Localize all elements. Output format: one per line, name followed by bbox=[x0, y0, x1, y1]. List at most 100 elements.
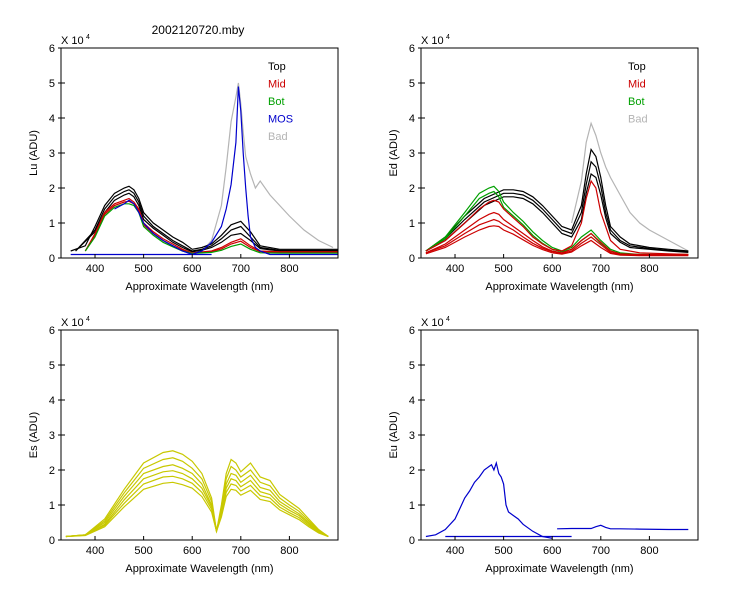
y-tick-label: 1 bbox=[409, 500, 415, 512]
plot-frame bbox=[60, 329, 339, 541]
y-tick-label: 1 bbox=[49, 500, 55, 512]
x-tick-label: 600 bbox=[183, 263, 201, 275]
y-tick-label: 2 bbox=[409, 183, 415, 195]
y-multiplier: X 10 bbox=[421, 35, 444, 47]
legend-entry-mos: MOS bbox=[268, 114, 293, 126]
series-line-bot-4 bbox=[425, 185, 689, 256]
y-tick-label: 0 bbox=[409, 253, 415, 265]
legend-entry-bad: Bad bbox=[628, 114, 648, 126]
y-exponent: 4 bbox=[86, 34, 90, 41]
plot-frame bbox=[420, 47, 699, 259]
series-line-mid-6 bbox=[425, 179, 689, 256]
y-tick-label: 2 bbox=[49, 183, 55, 195]
figure-title: 2002120720.mby bbox=[152, 23, 245, 37]
y-axis-label: Es (ADU) bbox=[28, 412, 40, 458]
series-group bbox=[65, 450, 329, 538]
series-line-top-3 bbox=[425, 172, 689, 253]
x-tick-label: 700 bbox=[592, 545, 610, 557]
series-line-es-0 bbox=[65, 450, 329, 538]
series-line-es-1 bbox=[65, 457, 329, 538]
y-tick-label: 4 bbox=[49, 395, 55, 407]
x-axis-label: Approximate Wavelength (nm) bbox=[485, 281, 633, 293]
y-exponent: 4 bbox=[446, 34, 450, 41]
y-tick-label: 2 bbox=[49, 465, 55, 477]
x-tick-label: 800 bbox=[640, 263, 658, 275]
series-line-bad-0 bbox=[571, 121, 689, 252]
series-line-top-2 bbox=[75, 189, 338, 252]
y-tick-label: 0 bbox=[49, 253, 55, 265]
x-tick-label: 400 bbox=[446, 545, 464, 557]
plot-frame bbox=[420, 329, 699, 541]
y-tick-label: 1 bbox=[49, 218, 55, 230]
y-tick-label: 5 bbox=[49, 78, 55, 90]
y-tick-label: 4 bbox=[49, 113, 55, 125]
x-tick-label: 800 bbox=[280, 263, 298, 275]
y-tick-label: 5 bbox=[409, 360, 415, 372]
x-tick-label: 400 bbox=[86, 545, 104, 557]
series-line-mid-4 bbox=[84, 197, 338, 254]
x-tick-label: 600 bbox=[543, 545, 561, 557]
y-tick-label: 6 bbox=[49, 43, 55, 55]
legend-entry-bad: Bad bbox=[268, 131, 288, 143]
series-line-mid-8 bbox=[425, 218, 689, 256]
series-line-es-4 bbox=[65, 475, 329, 538]
legend-entry-bot: Bot bbox=[268, 96, 285, 108]
series-line-top-1 bbox=[425, 147, 689, 252]
x-tick-label: 400 bbox=[446, 263, 464, 275]
y-tick-label: 3 bbox=[49, 430, 55, 442]
y-tick-label: 6 bbox=[409, 43, 415, 55]
series-line-top-3 bbox=[75, 192, 338, 253]
series-line-bad-0 bbox=[191, 82, 334, 256]
series-line-mos-7 bbox=[114, 86, 338, 256]
series-line-es-3 bbox=[65, 470, 329, 538]
y-multiplier: X 10 bbox=[61, 35, 84, 47]
x-tick-label: 700 bbox=[232, 545, 250, 557]
legend-entry-top: Top bbox=[628, 61, 646, 73]
y-tick-label: 3 bbox=[409, 148, 415, 160]
y-tick-label: 2 bbox=[409, 465, 415, 477]
series-line-mid-9 bbox=[425, 225, 689, 257]
legend-entry-mid: Mid bbox=[628, 79, 646, 91]
series-line-es-5 bbox=[65, 481, 329, 538]
x-tick-label: 500 bbox=[134, 263, 152, 275]
series-group bbox=[425, 460, 689, 539]
x-axis-label: Approximate Wavelength (nm) bbox=[125, 281, 273, 293]
x-tick-label: 500 bbox=[134, 545, 152, 557]
x-tick-label: 800 bbox=[640, 545, 658, 557]
y-tick-label: 6 bbox=[409, 325, 415, 337]
y-exponent: 4 bbox=[86, 316, 90, 323]
series-group bbox=[70, 82, 338, 256]
y-axis-label: Ed (ADU) bbox=[388, 129, 400, 176]
x-axis-label: Approximate Wavelength (nm) bbox=[125, 563, 273, 575]
series-line-top-1 bbox=[70, 185, 338, 252]
y-tick-label: 3 bbox=[49, 148, 55, 160]
series-line-es-2 bbox=[65, 464, 329, 538]
y-tick-label: 3 bbox=[409, 430, 415, 442]
x-tick-label: 400 bbox=[86, 263, 104, 275]
x-tick-label: 700 bbox=[232, 263, 250, 275]
y-axis-label: Eu (ADU) bbox=[388, 411, 400, 458]
series-line-eu-2 bbox=[557, 524, 689, 531]
y-tick-label: 5 bbox=[49, 360, 55, 372]
plot-frame bbox=[60, 47, 339, 259]
legend-entry-mid: Mid bbox=[268, 79, 286, 91]
series-group bbox=[425, 121, 689, 257]
x-tick-label: 500 bbox=[494, 545, 512, 557]
series-line-eu-0 bbox=[425, 460, 553, 539]
y-tick-label: 0 bbox=[409, 535, 415, 547]
y-multiplier: X 10 bbox=[61, 317, 84, 329]
y-tick-label: 5 bbox=[409, 78, 415, 90]
y-tick-label: 6 bbox=[49, 325, 55, 337]
legend-entry-bot: Bot bbox=[628, 96, 645, 108]
y-exponent: 4 bbox=[446, 316, 450, 323]
series-line-top-2 bbox=[425, 160, 689, 253]
legend-entry-top: Top bbox=[268, 61, 286, 73]
y-axis-label: Lu (ADU) bbox=[28, 130, 40, 176]
y-tick-label: 4 bbox=[409, 395, 415, 407]
x-tick-label: 500 bbox=[494, 263, 512, 275]
